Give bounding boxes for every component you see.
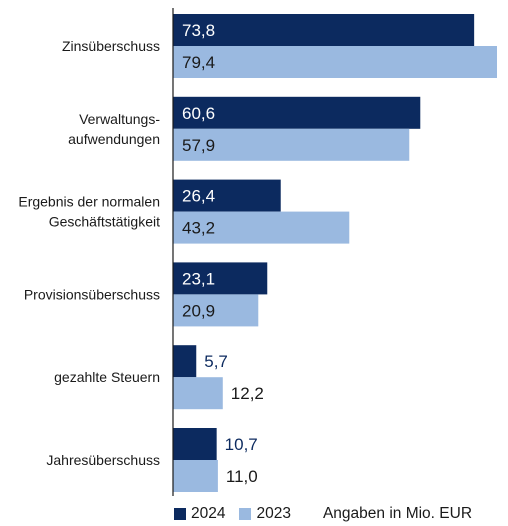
value-label-2024-5: 10,7 xyxy=(225,435,258,454)
legend-item-2024: 2024 xyxy=(174,505,225,523)
bar-2024-5 xyxy=(173,428,217,460)
category-label-2-line-1: Geschäftstätigkeit xyxy=(49,214,160,230)
legend-item-2023: 2023 xyxy=(239,505,291,523)
bar-2023-2 xyxy=(173,211,350,244)
legend-swatch-2023 xyxy=(239,508,252,520)
bar-2024-1 xyxy=(173,96,421,129)
category-label-0: Zinsüberschuss xyxy=(62,38,160,54)
category-label-1-line-1: aufwendungen xyxy=(68,131,160,147)
value-label-2023-3: 20,9 xyxy=(182,301,215,320)
bar-2023-0 xyxy=(173,46,497,78)
value-label-2024-4: 5,7 xyxy=(204,352,228,371)
bar-2024-4 xyxy=(173,345,197,378)
bar-2024-2 xyxy=(173,179,281,212)
value-label-2024-3: 23,1 xyxy=(182,269,215,288)
legend-label-2023: 2023 xyxy=(256,505,291,522)
value-label-2024-2: 26,4 xyxy=(182,187,215,206)
legend: 2024 2023 Angaben in Mio. EUR xyxy=(174,504,472,524)
legend-swatch-2024 xyxy=(174,508,186,520)
bar-2024-0 xyxy=(173,14,475,46)
category-label-2-line-0: Ergebnis der normalen xyxy=(18,194,160,210)
category-label-5: Jahresüberschuss xyxy=(46,452,160,468)
value-label-2024-0: 73,8 xyxy=(182,21,215,40)
value-label-2023-2: 43,2 xyxy=(182,219,215,238)
value-label-2023-4: 12,2 xyxy=(231,384,264,403)
bar-2024-3 xyxy=(173,262,268,295)
bar-2023-3 xyxy=(173,294,259,327)
bar-2023-4 xyxy=(173,377,223,410)
value-label-2023-5: 11,0 xyxy=(226,467,258,486)
bar-2023-5 xyxy=(173,460,218,492)
value-label-2023-1: 57,9 xyxy=(182,136,215,155)
value-label-2023-0: 79,4 xyxy=(182,53,215,72)
legend-label-2024: 2024 xyxy=(191,505,226,522)
unit-note: Angaben in Mio. EUR xyxy=(322,505,473,522)
category-label-3: Provisionsüberschuss xyxy=(24,286,160,302)
category-label-1-line-0: Verwaltungs- xyxy=(79,111,160,127)
category-label-4: gezahlte Steuern xyxy=(54,369,160,385)
bar-2023-1 xyxy=(173,128,410,161)
value-label-2024-1: 60,6 xyxy=(182,104,215,123)
